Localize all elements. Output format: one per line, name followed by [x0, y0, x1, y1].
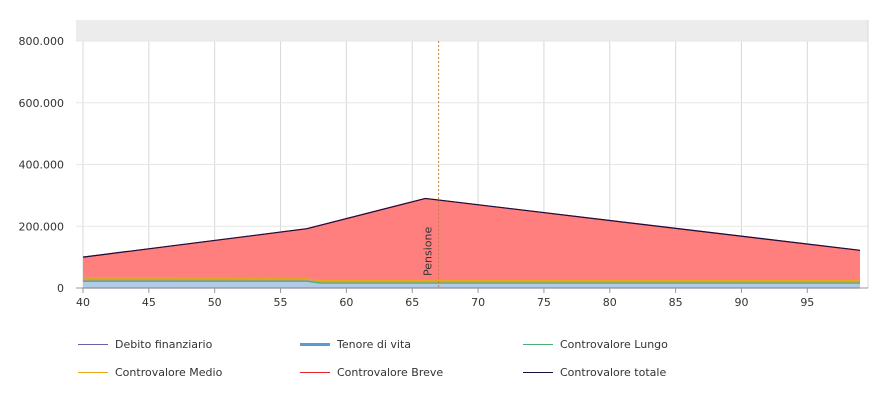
x-tick-label-90: 90	[734, 296, 748, 309]
chart: Pensione 40 45 50 55 60 65 70 75 80 85 90 95 0 200.00…	[19, 20, 869, 309]
series-line-controvalore-medio	[83, 277, 860, 282]
series-line-controvalore-lungo	[83, 280, 860, 284]
x-tick-label-65: 65	[405, 296, 419, 309]
x-tick-label-85: 85	[669, 296, 683, 309]
legend-item-breve[interactable]: Controvalore Breve	[300, 364, 443, 380]
legend-label-medio: Controvalore Medio	[115, 365, 223, 379]
x-tick-label-60: 60	[339, 296, 353, 309]
legend-swatch-breve	[300, 371, 330, 373]
legend-item-totale[interactable]: Controvalore totale	[523, 364, 666, 380]
legend-item-medio[interactable]: Controvalore Medio	[78, 364, 222, 380]
legend-label-tenore: Tenore di vita	[337, 337, 412, 351]
legend-swatch-tenore	[300, 342, 330, 346]
legend-item-debito[interactable]: Debito finanziario	[78, 336, 212, 352]
area-controvalore-breve	[83, 198, 860, 288]
area-tenore-di-vita	[83, 281, 860, 288]
x-tick-label-55: 55	[274, 296, 288, 309]
legend-label-lungo: Controvalore Lungo	[560, 337, 668, 351]
x-tick-label-45: 45	[142, 296, 156, 309]
legend-label-totale: Controvalore totale	[560, 365, 667, 379]
x-tick-label-95: 95	[800, 296, 814, 309]
legend-label-breve: Controvalore Breve	[337, 365, 444, 379]
series-line-controvalore-totale	[82, 197, 861, 258]
y-tick-label-4: 800.000	[19, 35, 65, 48]
pensione-label: Pensione	[422, 227, 435, 276]
y-tick-label-0: 0	[57, 282, 64, 295]
legend-swatch-medio	[78, 371, 108, 373]
legend-item-lungo[interactable]: Controvalore Lungo	[523, 336, 668, 352]
legend-swatch-debito	[78, 343, 108, 345]
x-tick-label-40: 40	[76, 296, 90, 309]
x-tick-label-80: 80	[603, 296, 617, 309]
y-tick-label-1: 200.000	[19, 220, 65, 233]
y-tick-label-2: 400.000	[19, 159, 65, 172]
plot-top-band	[76, 20, 868, 41]
x-tick-label-50: 50	[208, 296, 222, 309]
x-tick-label-70: 70	[471, 296, 485, 309]
legend-swatch-lungo	[523, 343, 553, 345]
y-tick-label-3: 600.000	[19, 97, 65, 110]
legend-item-tenore[interactable]: Tenore di vita	[300, 336, 411, 352]
legend-swatch-totale	[523, 371, 553, 373]
x-tick-label-75: 75	[537, 296, 551, 309]
legend-label-debito: Debito finanziario	[115, 337, 213, 351]
legend: Debito finanziario Tenore di vita Contro…	[0, 328, 888, 388]
